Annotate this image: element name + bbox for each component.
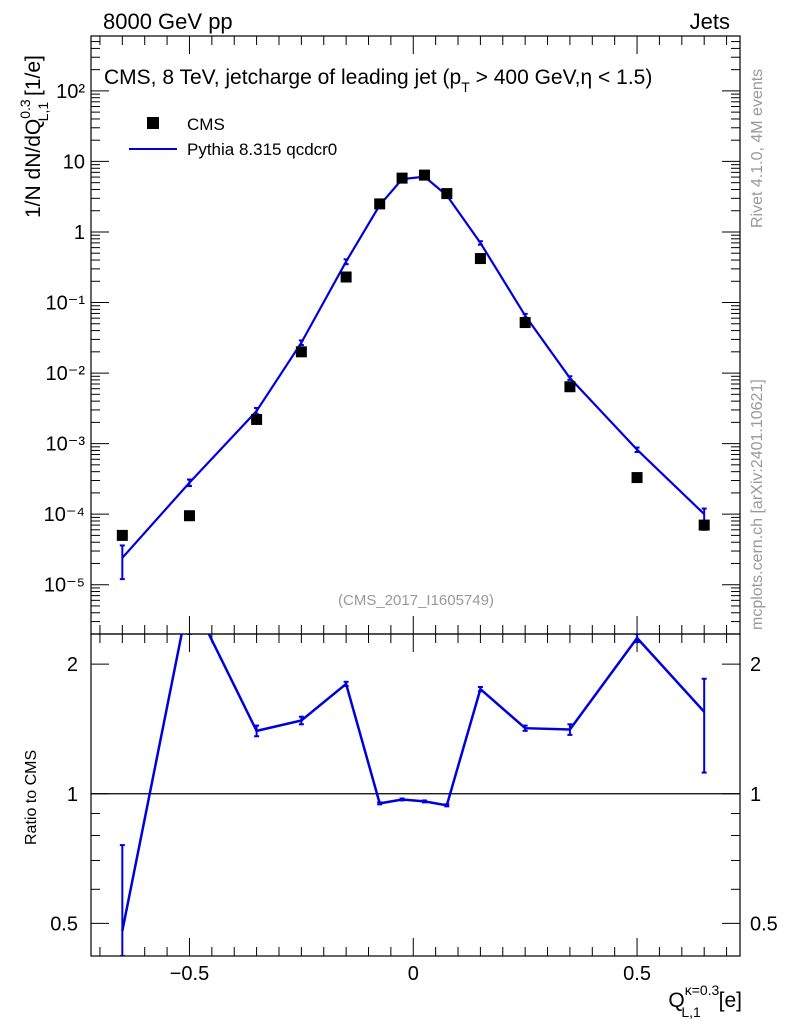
cms-data-point — [374, 198, 386, 210]
ratio-y-tick-label-right: 1 — [750, 784, 761, 806]
y-tick-label: 10 — [63, 151, 85, 173]
ratio-plot-frame — [90, 633, 741, 957]
cms-data-point — [340, 271, 352, 283]
plot-title: CMS, 8 TeV, jetcharge of leading jet (pT… — [104, 66, 652, 95]
title-part-eta: η — [581, 66, 593, 89]
x-tick-label: 0 — [408, 963, 419, 985]
y-tick-label: 10⁻⁵ — [44, 575, 85, 597]
ratio-y-tick-label-left: 2 — [67, 654, 78, 676]
main-ylabel: 1/N dN/dQ0.3 L,1 [1/e] — [17, 55, 51, 218]
title-part-post: < 1.5) — [592, 66, 652, 89]
mc-line — [121, 175, 705, 559]
xlabel-sub: L,1 — [681, 1004, 701, 1020]
cms-data-point — [698, 519, 710, 531]
ratio-series — [119, 634, 707, 956]
cms-data-point — [474, 253, 486, 265]
y-tick-label: 10⁻¹ — [46, 293, 86, 315]
cms-data-point — [418, 169, 430, 181]
cms-data-point — [441, 188, 453, 200]
rivet-label: Rivet 4.1.0, 4M events — [749, 69, 766, 228]
xlabel-sup: κ=0.3 — [685, 982, 720, 998]
ylabel-sub: L,1 — [35, 102, 51, 122]
ylabel-post: [1/e] — [22, 55, 45, 102]
ratio-series-group — [119, 634, 707, 956]
xlabel: Qκ=0.3 L,1 [e] — [668, 982, 742, 1020]
header-left: 8000 GeV pp — [103, 9, 233, 34]
xlabel-pre: Q — [668, 989, 684, 1012]
y-tick-label: 10⁻⁴ — [44, 504, 85, 526]
xlabel-post: [e] — [713, 989, 742, 1012]
legend-cms-label: CMS — [187, 115, 225, 134]
ylabel-sup: 0.3 — [17, 99, 33, 119]
ratio-ylabel: Ratio to CMS — [23, 750, 40, 845]
ratio-y-tick-label-left: 1 — [67, 784, 78, 806]
mcplots-label: mcplots.cern.ch [arXiv:2401.10621] — [749, 379, 766, 630]
analysis-id: (CMS_2017_I1605749) — [338, 592, 494, 609]
ratio-y-tick-label-right: 0.5 — [750, 913, 778, 935]
ratio-line — [121, 634, 706, 932]
ratio-y-tick-label-left: 0.5 — [50, 913, 78, 935]
cms-data-point — [251, 413, 263, 425]
legend: CMS Pythia 8.315 qcdcr0 — [129, 115, 337, 159]
x-tick-label: 0.5 — [623, 963, 651, 985]
y-tick-label: 10² — [56, 81, 85, 103]
cms-data-point — [183, 510, 195, 522]
header-right: Jets — [690, 9, 730, 34]
ratio-y-tick-label-right: 2 — [750, 654, 761, 676]
legend-cms-marker — [147, 117, 159, 129]
main-series — [116, 169, 710, 581]
cms-data-point — [631, 472, 643, 484]
title-part-pre: CMS, 8 TeV, jetcharge of leading jet (p — [104, 66, 461, 89]
ylabel-pre: 1/N dN/dQ — [22, 119, 45, 218]
y-tick-label: 10⁻² — [46, 363, 86, 385]
title-part-sub: T — [461, 79, 470, 95]
cms-data-point — [564, 381, 576, 393]
cms-data-point — [396, 172, 408, 184]
y-tick-label: 10⁻³ — [46, 434, 86, 456]
main-axis-ticks: 1 10 10² 10⁻¹ 10⁻² 10⁻³ 10⁻⁴ 10⁻⁵ — [44, 35, 740, 635]
title-part-mid: > 400 GeV, — [470, 66, 581, 89]
x-tick-label: −0.5 — [170, 963, 209, 985]
cms-data-point — [295, 346, 307, 358]
cms-data-point — [116, 529, 128, 541]
legend-mc-label: Pythia 8.315 qcdcr0 — [187, 140, 337, 159]
ratio-axis-ticks: 0.5 0.5 1 1 2 2 −0.5 0 0.5 — [50, 634, 778, 985]
cms-data-point — [519, 317, 531, 329]
y-tick-label: 1 — [74, 222, 85, 244]
